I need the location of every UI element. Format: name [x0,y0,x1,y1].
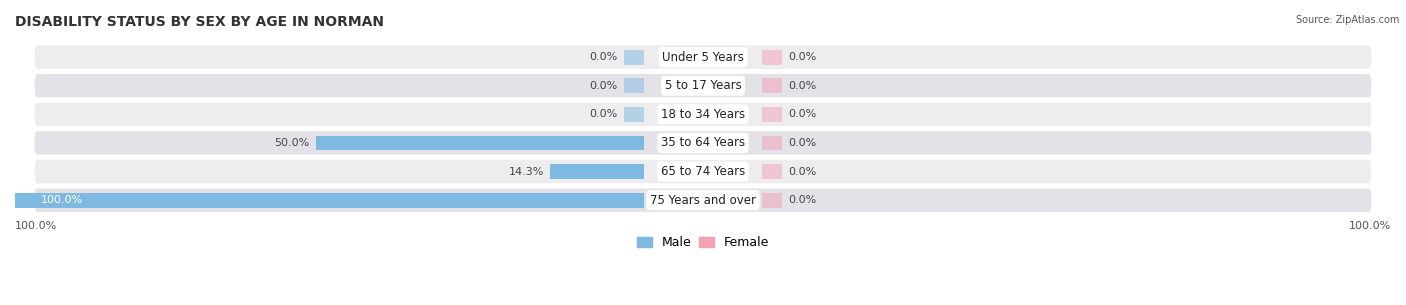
FancyBboxPatch shape [35,131,1371,155]
Text: 100.0%: 100.0% [1348,221,1391,231]
Bar [624,78,644,93]
Bar [624,50,644,65]
Text: 100.0%: 100.0% [41,195,83,205]
Text: 0.0%: 0.0% [789,81,817,91]
FancyBboxPatch shape [35,45,1371,69]
Text: 0.0%: 0.0% [789,52,817,62]
FancyBboxPatch shape [35,74,1371,98]
Text: 50.0%: 50.0% [274,138,309,148]
FancyBboxPatch shape [35,160,1371,183]
Text: 0.0%: 0.0% [789,195,817,205]
Text: 0.0%: 0.0% [589,109,617,119]
Bar [624,107,644,122]
Text: 0.0%: 0.0% [589,52,617,62]
Text: 65 to 74 Years: 65 to 74 Years [661,165,745,178]
Text: 14.3%: 14.3% [509,167,544,177]
Text: 100.0%: 100.0% [15,221,58,231]
Text: 5 to 17 Years: 5 to 17 Years [665,79,741,92]
Text: Source: ZipAtlas.com: Source: ZipAtlas.com [1295,15,1399,25]
Bar [762,50,782,65]
Text: Under 5 Years: Under 5 Years [662,51,744,64]
Bar [762,135,782,150]
Bar [316,135,644,150]
Text: 18 to 34 Years: 18 to 34 Years [661,108,745,121]
Bar [762,193,782,208]
Text: 0.0%: 0.0% [789,167,817,177]
Text: 35 to 64 Years: 35 to 64 Years [661,136,745,149]
Bar [762,78,782,93]
Text: 0.0%: 0.0% [589,81,617,91]
Text: 0.0%: 0.0% [789,138,817,148]
FancyBboxPatch shape [35,188,1371,212]
Bar [550,164,644,179]
FancyBboxPatch shape [35,102,1371,126]
Text: DISABILITY STATUS BY SEX BY AGE IN NORMAN: DISABILITY STATUS BY SEX BY AGE IN NORMA… [15,15,384,29]
Bar [0,193,644,208]
Legend: Male, Female: Male, Female [631,231,775,254]
Text: 0.0%: 0.0% [789,109,817,119]
Bar [762,164,782,179]
Text: 75 Years and over: 75 Years and over [650,194,756,207]
Bar [762,107,782,122]
